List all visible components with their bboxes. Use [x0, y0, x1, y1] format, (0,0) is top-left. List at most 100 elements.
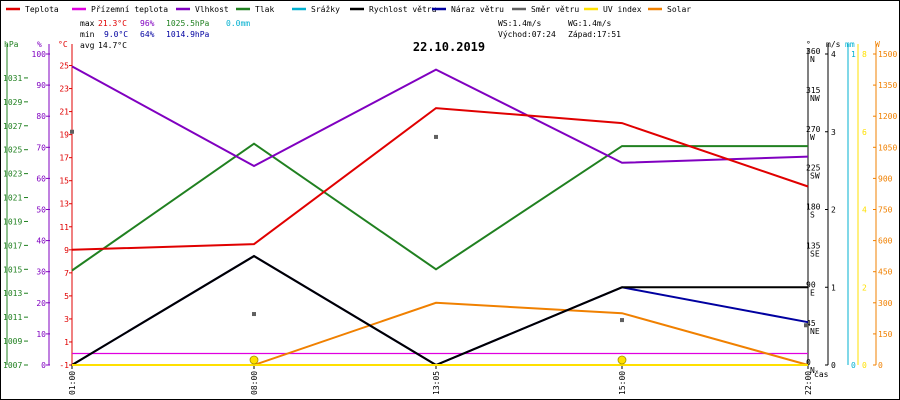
series-line-vlhkost [71, 65, 809, 168]
tick-label-degc: 7 [64, 269, 69, 278]
tick-label-deg: 45 [806, 319, 816, 328]
series-group [70, 65, 809, 367]
tick-label-w: 900 [878, 174, 893, 183]
tick-label-degc: 9 [64, 246, 69, 255]
series-line-teplota [71, 107, 809, 251]
tick-label-hpa: 1017 [3, 241, 22, 250]
tick-label-degc: 25 [59, 62, 69, 71]
tick-label-pct: 30 [36, 268, 46, 277]
x-tick-label: 13:05 [432, 371, 441, 395]
stat-sunset: Západ:17:51 [568, 30, 621, 39]
tick-label-deg: 135 [806, 241, 821, 250]
tick-label-deg: 0 [806, 358, 811, 367]
tick-label-hpa: 1023 [3, 170, 22, 179]
tick-label-dir: S [810, 211, 815, 220]
tick-label-deg: 315 [806, 86, 821, 95]
tick-label-degc: 11 [59, 223, 69, 232]
axes: hPa% °C ° m/s mm W100710091011101310151017101… [3, 40, 897, 395]
wind-direction-point [70, 129, 74, 134]
tick-label-ms: 1 [831, 283, 836, 292]
tick-label-deg: 270 [806, 125, 821, 134]
axis-unit-label: mm [845, 40, 855, 49]
axis-unit-label: ° [806, 40, 811, 49]
legend-label: Teplota [25, 5, 59, 14]
tick-label-hpa: 1029 [3, 98, 22, 107]
tick-label-pct: 80 [36, 112, 46, 121]
tick-label-hpa: 1009 [3, 337, 22, 346]
uv-marker [249, 355, 259, 365]
stat-max-temp: 21.3°C [98, 19, 127, 28]
tick-label-w: 1350 [878, 81, 897, 90]
stat-max-rain: 0.0mm [226, 19, 250, 28]
tick-label-pct: 50 [36, 206, 46, 215]
legend-label: Přízemní teplota [91, 5, 168, 14]
tick-label-w: 150 [878, 330, 893, 339]
tick-label-uv: 8 [862, 50, 867, 59]
tick-label-degc: 15 [59, 177, 69, 186]
axis-unit-label: % [37, 40, 42, 49]
tick-label-hpa: 1025 [3, 146, 22, 155]
legend-label: UV index [603, 5, 642, 14]
tick-label-degc: 1 [64, 338, 69, 347]
tick-label-hpa: 1015 [3, 265, 22, 274]
tick-label-degc: 5 [64, 292, 69, 301]
x-tick-label: 22:00 [804, 371, 813, 395]
tick-label-deg: 225 [806, 164, 821, 173]
legend-label: Vlhkost [195, 5, 229, 14]
tick-label-pct: 60 [36, 174, 46, 183]
tick-label-w: 0 [878, 361, 883, 370]
stat-avg-temp: 14.7°C [98, 41, 127, 50]
tick-label-hpa: 1007 [3, 361, 22, 370]
tick-label-uv: 0 [862, 361, 867, 370]
tick-label-hpa: 1013 [3, 289, 22, 298]
x-tick-label: 08:00 [250, 371, 259, 395]
tick-label-pct: 70 [36, 143, 46, 152]
tick-label-ms: 4 [831, 50, 836, 59]
tick-label-w: 1200 [878, 112, 897, 121]
series-line-tlak [71, 142, 808, 272]
tick-label-degc: 3 [64, 315, 69, 324]
x-tick-label: 01:00 [68, 371, 77, 395]
wind-direction-point [804, 323, 808, 328]
tick-label-dir: SE [810, 249, 820, 258]
tick-label-degc: 17 [59, 154, 69, 163]
tick-label-pct: 10 [36, 330, 46, 339]
tick-label-hpa: 1021 [3, 194, 22, 203]
wind-direction-point [252, 312, 256, 317]
axis-unit-label: m/s [826, 40, 841, 49]
x-tick-label: 15:00 [618, 371, 627, 395]
stat-max-label: max [80, 19, 95, 28]
tick-label-ms: 3 [831, 128, 836, 137]
axis-unit-label: hPa [4, 40, 19, 49]
tick-label-degc: 23 [59, 85, 69, 94]
tick-label-dir: NE [810, 327, 820, 336]
tick-label-hpa: 1011 [3, 313, 22, 322]
tick-label-pct: 90 [36, 81, 46, 90]
tick-label-mm: 0 [851, 361, 856, 370]
legend-label: Rychlost větru [369, 5, 437, 14]
tick-label-pct: 20 [36, 299, 46, 308]
stat-min-temp: 9.0°C [104, 30, 128, 39]
tick-label-dir: W [810, 133, 815, 142]
legend-label: Směr větru [531, 5, 579, 14]
tick-label-deg: 180 [806, 203, 821, 212]
tick-label-mm: 1 [851, 50, 856, 59]
tick-label-pct: 0 [41, 361, 46, 370]
legend-label: Tlak [255, 5, 274, 14]
stat-max-press: 1025.5hPa [166, 19, 210, 28]
tick-label-dir: NW [810, 94, 820, 103]
legend-label: Náraz větru [451, 5, 504, 14]
axis-unit-label: °C [58, 40, 68, 49]
tick-label-hpa: 1031 [3, 74, 22, 83]
tick-label-hpa: 1019 [3, 217, 22, 226]
tick-label-ms: 0 [831, 361, 836, 370]
tick-label-pct: 100 [32, 50, 47, 59]
wind-direction-point [434, 134, 438, 139]
tick-label-degc: 21 [59, 108, 69, 117]
stat-min-hum: 64% [140, 30, 155, 39]
tick-label-w: 300 [878, 299, 893, 308]
tick-label-hpa: 1027 [3, 122, 22, 131]
tick-label-degc: 13 [59, 200, 69, 209]
